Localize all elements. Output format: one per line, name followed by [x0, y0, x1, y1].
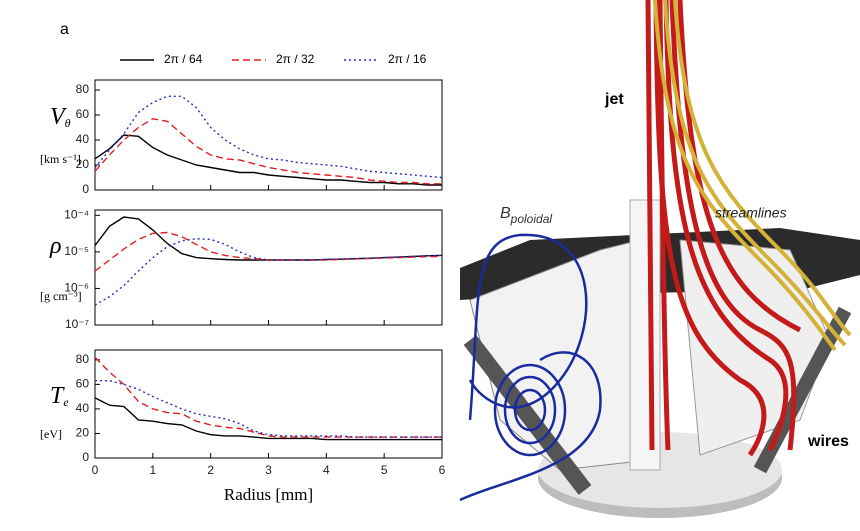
legend-label: 2π / 16: [388, 52, 427, 66]
y-axis-symbol: Te: [50, 383, 69, 409]
y-symbol: ρ: [49, 233, 62, 259]
y-tick-label: 10⁻⁷: [65, 317, 89, 331]
data-line: [94, 118, 442, 185]
jet-label: jet: [604, 91, 624, 108]
y-tick-label: 10⁻⁶: [64, 281, 89, 295]
y-axis-unit: [eV]: [40, 427, 62, 441]
legend-label: 2π / 64: [164, 52, 203, 66]
data-line: [94, 95, 443, 179]
y-tick-label: 0: [82, 182, 89, 196]
panel-label: a: [60, 21, 69, 38]
y-axis-symbol: Vθ: [50, 104, 71, 130]
streamline: [645, 0, 655, 451]
y-axis-symbol: ρ: [49, 233, 62, 259]
x-tick-label: 5: [381, 463, 388, 477]
field-line: [459, 351, 602, 502]
x-tick-label: 4: [323, 463, 330, 477]
y-tick-label: 0: [82, 450, 89, 464]
data-line: [94, 216, 443, 261]
data-line: [94, 237, 443, 306]
x-tick-label: 0: [92, 463, 99, 477]
x-axis-title: Radius [mm]: [224, 485, 313, 504]
streamline: [669, 0, 797, 451]
y-tick-label: 80: [76, 82, 90, 96]
x-tick-label: 2: [207, 463, 214, 477]
y-symbol: T: [50, 383, 65, 409]
field-symbol: B: [500, 205, 511, 222]
legend-label: 2π / 32: [276, 52, 315, 66]
streamline: [653, 0, 767, 457]
y-symbol-sub: e: [63, 395, 69, 409]
y-axis-unit: [g cm⁻³]: [40, 289, 82, 303]
field-lines: [459, 233, 602, 502]
streamline: [663, 0, 789, 452]
streamlines-label: streamlines: [715, 205, 787, 221]
data-line: [95, 380, 442, 438]
data-line: [94, 231, 443, 272]
jet-column: [629, 199, 661, 471]
data-line: [94, 356, 442, 438]
y-symbol: V: [50, 104, 67, 130]
streamlines-yellow: [653, 0, 852, 352]
field-loop: [503, 375, 557, 445]
y-tick-label: 20: [76, 157, 90, 171]
plot-frame: [94, 349, 443, 459]
y-axis-unit: [km s⁻¹]: [40, 152, 81, 166]
data-line: [94, 134, 442, 186]
y-tick-label: 60: [76, 107, 90, 121]
wires-label: wires: [807, 433, 849, 450]
render-3d: jet Bpoloidal streamlines wires: [458, 0, 860, 526]
y-symbol-sub: θ: [65, 116, 71, 130]
wire: [463, 335, 592, 495]
data-line: [94, 397, 442, 441]
x-tick-label: 6: [439, 463, 446, 477]
field-subscript: poloidal: [510, 212, 553, 226]
field-loop: [493, 363, 567, 457]
y-tick-label: 40: [76, 401, 90, 415]
y-tick-label: 80: [76, 352, 90, 366]
streamline: [653, 0, 837, 352]
field-loop: [513, 388, 547, 432]
y-tick-label: 60: [76, 377, 90, 391]
field-label: Bpoloidal: [500, 205, 552, 226]
plot-frame: [94, 209, 443, 326]
y-tick-label: 10⁻⁴: [64, 208, 89, 222]
streamline: [657, 0, 671, 451]
x-tick-label: 3: [265, 463, 272, 477]
y-tick-label: 20: [76, 426, 90, 440]
y-tick-label: 10⁻⁵: [64, 244, 89, 258]
streamline: [663, 0, 847, 347]
x-tick-label: 1: [149, 463, 156, 477]
y-tick-label: 40: [76, 132, 90, 146]
streamline: [673, 0, 852, 337]
